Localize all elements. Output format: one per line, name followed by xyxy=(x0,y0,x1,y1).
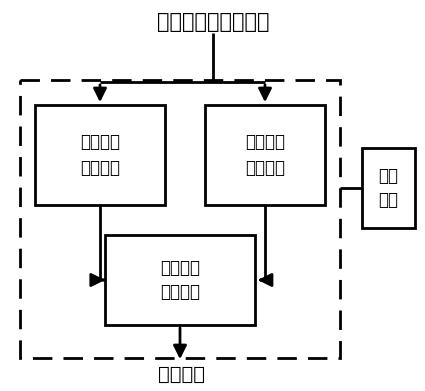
Text: 供电
模块: 供电 模块 xyxy=(379,167,399,210)
Text: 第一信号
调理模块: 第一信号 调理模块 xyxy=(80,133,120,176)
Text: 第二信号
调理模块: 第二信号 调理模块 xyxy=(245,133,285,176)
Bar xyxy=(105,235,255,325)
Text: 输出信号: 输出信号 xyxy=(159,364,206,384)
Bar xyxy=(362,148,415,228)
Text: 信号综合
调理模块: 信号综合 调理模块 xyxy=(160,258,200,301)
Text: 互感线圈次级侧信号: 互感线圈次级侧信号 xyxy=(157,12,269,32)
Bar xyxy=(205,105,325,205)
Bar xyxy=(35,105,165,205)
Bar xyxy=(20,80,340,358)
